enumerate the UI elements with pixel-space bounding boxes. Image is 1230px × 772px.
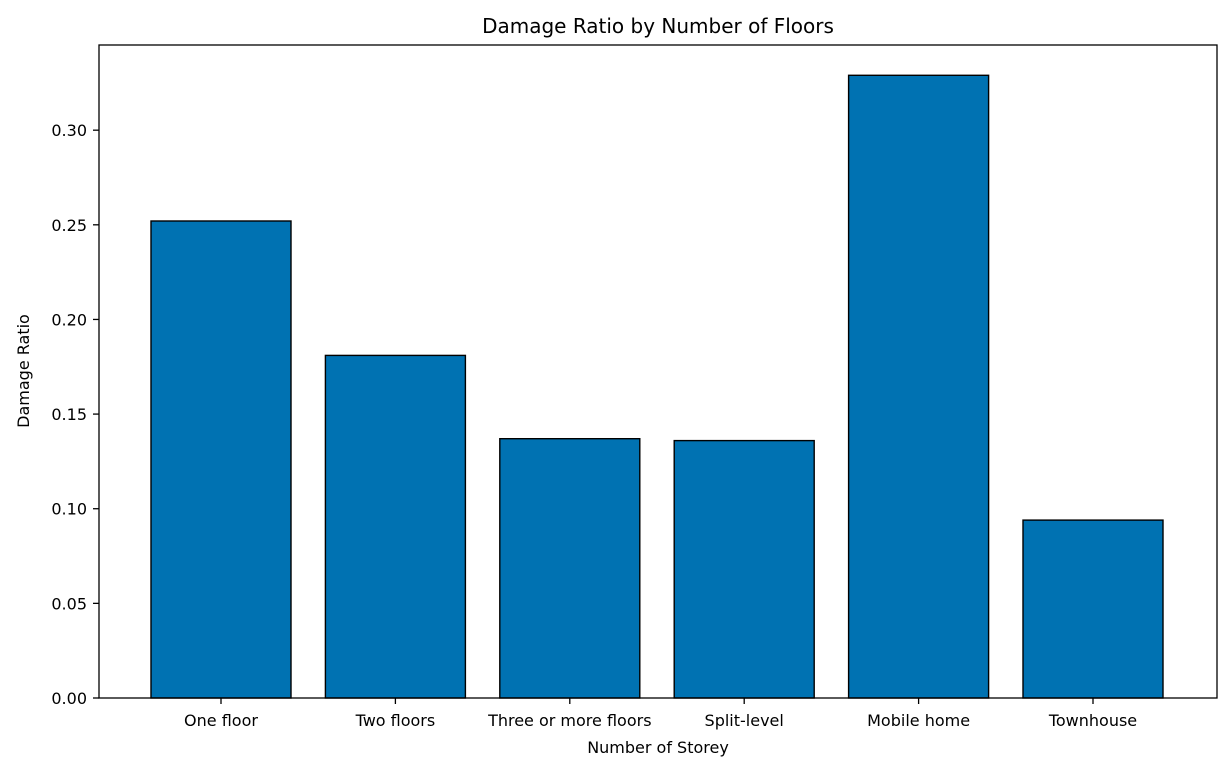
chart-title: Damage Ratio by Number of Floors <box>482 14 834 38</box>
bar <box>499 438 641 699</box>
x-tick-label: Townhouse <box>1048 711 1137 730</box>
x-tick-label: One floor <box>184 711 258 730</box>
y-tick-label: 0.20 <box>51 310 87 329</box>
y-tick-label: 0.00 <box>51 689 87 708</box>
bar <box>847 74 990 699</box>
x-axis-ticks: One floor Two floors Three or more floors S… <box>184 698 1137 730</box>
bar <box>150 220 292 699</box>
x-axis-label: Number of Storey <box>587 738 729 757</box>
y-tick-label: 0.10 <box>51 500 87 519</box>
y-tick-label: 0.25 <box>51 216 87 235</box>
bar <box>1022 519 1164 699</box>
y-tick-label: 0.15 <box>51 405 87 424</box>
x-tick-label: Split-level <box>705 711 784 730</box>
bars-group <box>150 74 1164 699</box>
y-tick-label: 0.05 <box>51 594 87 613</box>
y-tick-label: 0.30 <box>51 121 87 140</box>
bar <box>673 439 815 699</box>
y-axis-ticks: 0.00 0.05 0.10 0.15 0.20 0.25 0.30 <box>51 121 99 708</box>
bar <box>324 354 467 699</box>
x-tick-label: Two floors <box>355 711 436 730</box>
y-axis-label: Damage Ratio <box>14 314 33 428</box>
plot-frame <box>98 44 1218 699</box>
x-tick-label: Three or more floors <box>487 711 651 730</box>
x-tick-label: Mobile home <box>867 711 970 730</box>
